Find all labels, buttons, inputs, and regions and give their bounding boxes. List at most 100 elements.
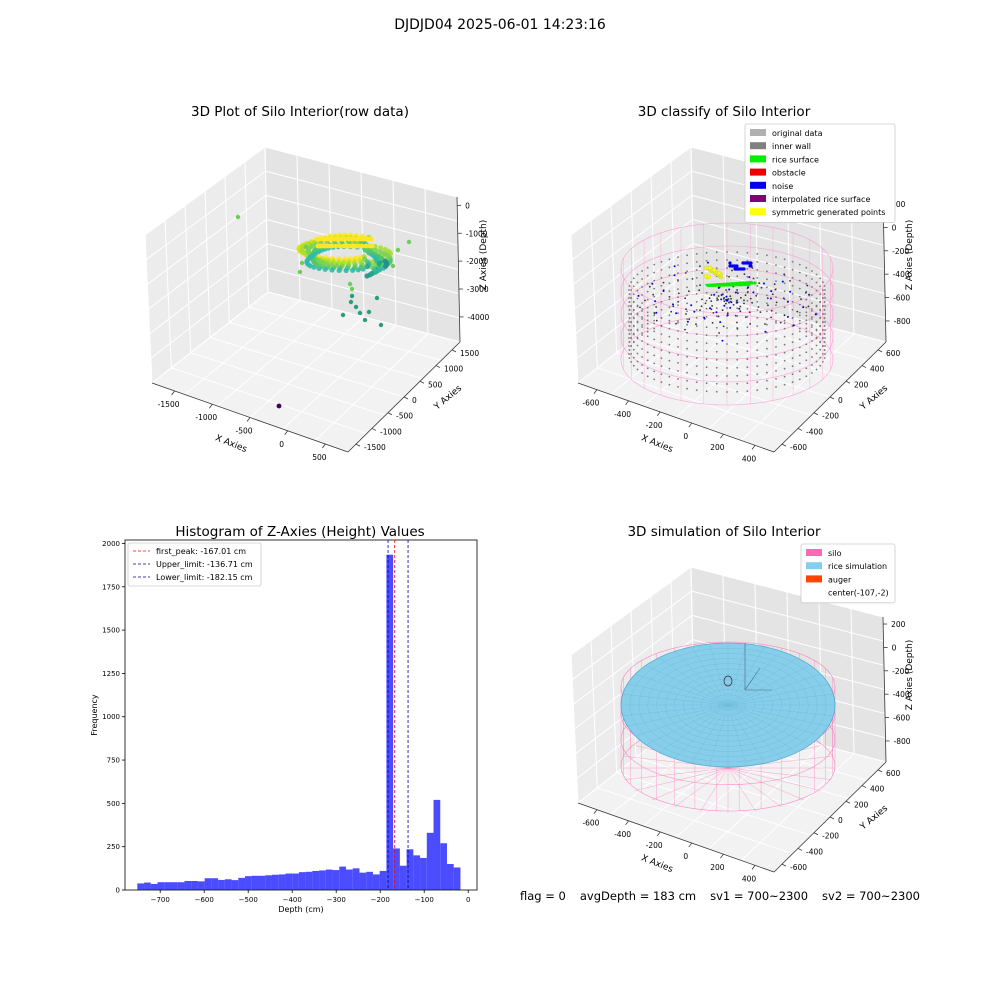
inner-wall-point <box>686 286 688 289</box>
legend-swatch <box>750 155 766 163</box>
inner-wall-point <box>660 284 663 287</box>
z-tick-label: -400 <box>893 270 910 279</box>
y-tick <box>781 863 787 867</box>
inner-wall-point <box>811 334 813 336</box>
inner-wall-point <box>822 361 824 363</box>
inner-wall-point <box>746 382 749 385</box>
inner-wall-point <box>783 359 786 362</box>
inner-wall-point <box>746 315 749 318</box>
y-tick <box>829 396 835 400</box>
inner-wall-point <box>653 287 656 290</box>
inner-wall-point <box>628 357 631 359</box>
inner-wall-point <box>705 251 708 254</box>
inner-wall-point <box>823 349 826 351</box>
inner-wall-point <box>805 367 808 370</box>
original-point <box>783 314 786 317</box>
histogram-bar <box>325 869 333 890</box>
inner-wall-point <box>819 333 822 336</box>
original-point <box>710 300 713 302</box>
inner-wall-point <box>746 267 749 270</box>
y-tick <box>387 412 393 416</box>
noise-point <box>675 312 678 315</box>
inner-wall-point <box>746 299 749 302</box>
raw-point <box>374 295 380 301</box>
inner-wall-point <box>641 310 643 312</box>
y-tick-label: -200 <box>822 412 839 421</box>
inner-wall-point <box>791 333 794 336</box>
legend-label: original data <box>772 129 823 138</box>
inner-wall-point <box>726 251 728 253</box>
y-tick-label: 1000 <box>444 365 463 374</box>
inner-wall-point <box>636 297 639 300</box>
histogram-bar <box>191 880 198 890</box>
inner-wall-point <box>628 341 631 343</box>
histogram-plot-area <box>124 539 478 891</box>
silo-floor-spoke <box>727 767 804 801</box>
inner-wall-point <box>811 348 813 350</box>
raw-point <box>353 304 359 310</box>
z-tick-label: -800 <box>894 737 911 746</box>
inner-wall-point <box>715 326 718 329</box>
inner-wall-point <box>756 261 759 263</box>
inner-wall-point <box>686 347 688 350</box>
original-point <box>721 309 724 312</box>
inner-wall-point <box>805 298 808 301</box>
inner-wall-point <box>630 313 632 315</box>
inner-wall-point <box>775 330 777 332</box>
noise-point <box>673 274 676 277</box>
original-point <box>749 297 752 300</box>
inner-wall-point <box>630 281 632 283</box>
noise-point <box>655 311 658 314</box>
inner-wall-point <box>646 282 649 285</box>
noise-point <box>781 280 784 283</box>
inner-wall-point <box>653 378 656 381</box>
inner-wall-point <box>628 289 630 291</box>
rice-point <box>750 281 754 285</box>
rice-mesh-spoke <box>727 643 747 706</box>
x-tick <box>720 853 724 859</box>
x-tick-label: −200 <box>371 896 390 904</box>
sv1-text: sv1 = 700~2300 <box>710 889 809 903</box>
inner-wall-point <box>628 353 630 355</box>
inner-wall-point <box>736 334 739 337</box>
inner-wall-point <box>632 317 635 320</box>
inner-wall-point <box>641 340 643 342</box>
noise-point <box>721 339 724 342</box>
inner-wall-point <box>653 330 656 333</box>
raw-point <box>340 312 346 318</box>
histogram-bar <box>238 877 246 890</box>
inner-wall-point <box>823 285 826 287</box>
raw-point <box>299 260 305 266</box>
inner-wall-point <box>783 290 786 293</box>
inner-wall-point <box>653 303 656 306</box>
noise-point <box>728 261 732 265</box>
histogram-bar <box>359 872 367 890</box>
y-tick <box>813 832 819 836</box>
inner-wall-point <box>715 259 718 262</box>
original-point <box>712 312 715 314</box>
original-point <box>726 312 729 315</box>
inner-wall-point <box>705 299 708 302</box>
grid-line <box>571 170 692 261</box>
inner-wall-point <box>653 295 656 298</box>
inner-wall-point <box>805 375 808 378</box>
inner-wall-point <box>766 254 768 257</box>
histogram-bar <box>379 870 387 890</box>
legend-label: Lower_limit: -182.15 cm <box>156 573 253 582</box>
inner-wall-point <box>668 383 671 386</box>
noise-point <box>662 290 665 292</box>
inner-wall-point <box>628 329 630 331</box>
inner-wall-point <box>766 379 768 382</box>
inner-wall-point <box>766 387 768 390</box>
raw-point <box>378 255 384 261</box>
inner-wall-point <box>783 322 786 325</box>
legend-label: interpolated rice surface <box>772 195 870 204</box>
inner-wall-point <box>646 319 649 322</box>
x-tick-label: −100 <box>415 896 434 904</box>
histogram-bar <box>339 866 347 890</box>
rice-mesh-spoke <box>727 704 747 767</box>
noise-point <box>729 306 732 309</box>
inner-wall-point <box>736 382 739 385</box>
original-point <box>779 321 782 324</box>
original-point <box>695 323 697 326</box>
